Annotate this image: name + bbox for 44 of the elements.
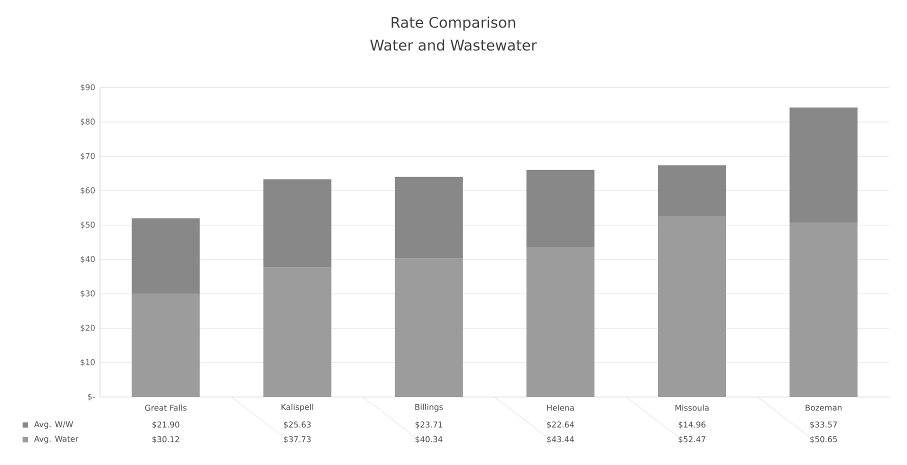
bar bbox=[394, 176, 463, 258]
y-tick-label: $10 bbox=[80, 359, 95, 366]
y-tick-label: $80 bbox=[80, 118, 95, 126]
data-label: $14.96 bbox=[678, 421, 706, 429]
y-tick-label: $60 bbox=[80, 187, 95, 194]
bar bbox=[132, 293, 200, 397]
bar bbox=[394, 258, 463, 397]
data-label: $43.44 bbox=[547, 436, 574, 444]
bar bbox=[790, 108, 858, 223]
y-tick-label: $50 bbox=[80, 222, 95, 229]
data-label: $33.57 bbox=[810, 421, 837, 429]
data-label: $52.47 bbox=[678, 436, 706, 444]
y-tick-label: $- bbox=[88, 393, 95, 401]
y-tick-label: $30 bbox=[80, 290, 95, 298]
chart-subtitle: Water and Wastewater bbox=[370, 39, 537, 51]
data-label: $23.71 bbox=[416, 421, 442, 429]
x-tick-label: Billings bbox=[415, 404, 443, 412]
bar bbox=[526, 248, 594, 397]
y-tick-label: $90 bbox=[80, 84, 95, 92]
bar bbox=[263, 179, 332, 268]
x-tick-label: Bozeman bbox=[806, 404, 842, 411]
data-label: $50.65 bbox=[810, 436, 837, 444]
data-label: $37.73 bbox=[284, 436, 311, 444]
data-label: $21.90 bbox=[152, 421, 180, 429]
chart-title: Rate Comparison bbox=[392, 16, 516, 31]
y-tick-label: $20 bbox=[80, 324, 95, 332]
x-tick-label: Kalispell bbox=[282, 404, 314, 412]
y-tick-label: $40 bbox=[80, 256, 95, 264]
data-label: $40.34 bbox=[416, 436, 442, 444]
x-tick-label: Helena bbox=[547, 404, 574, 411]
bar bbox=[790, 222, 858, 397]
x-tick-label: Missoula bbox=[676, 404, 709, 411]
data-label: $30.12 bbox=[152, 436, 179, 444]
data-label: $22.64 bbox=[547, 421, 574, 429]
bar bbox=[132, 218, 200, 294]
legend-label: Avg. W/W bbox=[34, 421, 74, 429]
bar bbox=[658, 165, 726, 217]
data-label: $25.63 bbox=[284, 421, 311, 429]
bar bbox=[526, 170, 594, 248]
x-tick-label: Great Falls bbox=[145, 404, 187, 411]
bar bbox=[658, 216, 726, 397]
y-tick-label: $70 bbox=[80, 152, 95, 160]
bar bbox=[263, 267, 332, 397]
legend-label: Avg. Water bbox=[34, 436, 78, 444]
